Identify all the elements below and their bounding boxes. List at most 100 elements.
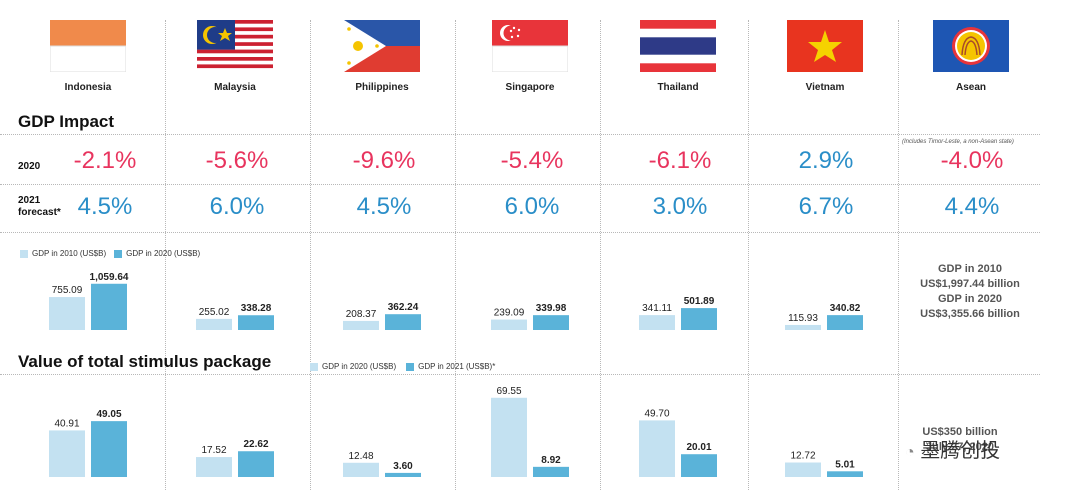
gdp-2021-value-asean: 4.4% (944, 193, 1000, 220)
stimulus-label-philippines-a: 12.48 (348, 451, 373, 462)
stimulus-label-indonesia-b: 49.05 (96, 409, 121, 420)
stimulus-bar-singapore-a (491, 397, 527, 477)
asean-flag (933, 20, 1009, 72)
asean-gdp-summary: GDP in 2010 US$1,997.44 billion GDP in 2… (900, 262, 1040, 322)
asean-gdp-2010-label: GDP in 2010 (938, 263, 1002, 275)
gdp-2021-value-vietnam: 6.7% (798, 193, 854, 220)
country-name-philippines: Philippines (355, 82, 409, 93)
country-name-indonesia: Indonesia (64, 82, 112, 93)
gdp-label-thailand-b: 501.89 (684, 296, 715, 307)
stimulus-chart-legend: GDP in 2020 (US$B) GDP in 2021 (US$B)* (310, 362, 495, 371)
gdp-2021-value-thailand: 3.0% (652, 193, 708, 220)
legend-label-gdp-2020: GDP in 2020 (US$B) (126, 249, 201, 258)
gdp-bar-thailand-a (639, 315, 675, 330)
gdp-label-vietnam-b: 340.82 (830, 303, 861, 314)
gdp-label-malaysia-b: 338.28 (241, 303, 272, 314)
gdp-label-malaysia-a: 255.02 (199, 307, 230, 318)
gdp-bar-malaysia-b (238, 315, 274, 330)
gdp-label-singapore-b: 339.98 (536, 303, 567, 314)
legend-swatch-dark (406, 362, 415, 371)
stimulus-label-thailand-b: 20.01 (686, 442, 711, 453)
column-divider (310, 20, 311, 490)
legend-label-stimulus-2020: GDP in 2020 (US$B) (322, 362, 397, 371)
row-divider (0, 232, 1040, 233)
asean-stimulus-value: US$350 billion (922, 426, 998, 438)
gdp-2020-value-thailand: -6.1% (648, 147, 712, 174)
asean-gdp-2020-value: US$3,355.66 billion (920, 308, 1020, 320)
asean-stimulus-date: July 27, 2020 (926, 441, 994, 453)
section-divider (0, 134, 1040, 135)
stimulus-label-vietnam-a: 12.72 (790, 451, 815, 462)
gdp-2020-value-singapore: -5.4% (500, 147, 564, 174)
gdp-bar-indonesia-a (49, 297, 85, 330)
asean-gdp-2010-value: US$1,997.44 billion (920, 278, 1020, 290)
watermark-text: 墨腾创投 (920, 440, 1001, 462)
wechat-icon: ◔ (905, 444, 915, 461)
gdp-bar-philippines-a (343, 320, 379, 330)
gdp-2021-value-philippines: 4.5% (356, 193, 412, 220)
column-divider (600, 20, 601, 490)
stimulus-label-vietnam-b: 5.01 (835, 459, 855, 470)
gdp-bar-thailand-b (681, 308, 717, 330)
gdp-bar-philippines-b (385, 314, 421, 330)
stimulus-label-singapore-a: 69.55 (496, 386, 521, 397)
column-divider (748, 20, 749, 490)
asean-gdp-2020-label: GDP in 2020 (938, 293, 1002, 305)
row-divider (0, 184, 1040, 185)
stimulus-bar-chart: 40.91 49.05 17.52 22.62 12.48 3.60 69.55 8.92 49… (49, 386, 863, 477)
stimulus-bar-philippines-a (343, 462, 379, 477)
stimulus-label-thailand-a: 49.70 (644, 408, 669, 419)
gdp-bar-singapore-a (491, 319, 527, 330)
gdp-label-thailand-a: 341.11 (642, 303, 672, 314)
column-divider (165, 20, 166, 490)
stimulus-bar-malaysia-a (196, 457, 232, 477)
gdp-2020-value-vietnam: 2.9% (798, 147, 854, 174)
legend-label-stimulus-2021: GDP in 2021 (US$B)* (418, 362, 496, 371)
gdp-bar-vietnam-b (827, 315, 863, 330)
gdp-2020-value-philippines: -9.6% (352, 147, 416, 174)
thailand-flag (640, 20, 716, 72)
row-label-2020: 2020 (18, 161, 41, 172)
section-divider (0, 374, 1040, 375)
gdp-2021-value-singapore: 6.0% (504, 193, 560, 220)
country-name-singapore: Singapore (505, 82, 555, 93)
gdp-2020-value-malaysia: -5.6% (205, 147, 269, 174)
gdp-label-indonesia-b: 1,059.64 (90, 272, 129, 283)
stimulus-label-philippines-b: 3.60 (393, 461, 413, 472)
singapore-flag (492, 20, 568, 72)
gdp-label-indonesia-a: 755.09 (52, 285, 83, 296)
vietnam-flag (787, 20, 863, 72)
stimulus-bar-singapore-b (533, 466, 569, 477)
stimulus-title: Value of total stimulus package (18, 352, 272, 371)
gdp-impact-title: GDP Impact (18, 112, 115, 131)
gdp-bar-vietnam-a (785, 324, 821, 330)
stimulus-bar-indonesia-b (91, 421, 127, 477)
country-name-vietnam: Vietnam (805, 82, 845, 93)
gdp-2020-value-asean: -4.0% (940, 147, 1004, 174)
gdp-label-singapore-a: 239.09 (494, 308, 525, 319)
stimulus-bar-vietnam-a (785, 462, 821, 477)
gdp-label-philippines-a: 208.37 (346, 309, 377, 320)
malaysia-flag (197, 20, 273, 72)
gdp-2020-value-indonesia: -2.1% (73, 147, 137, 174)
gdp-chart-legend: GDP in 2010 (US$B) GDP in 2020 (US$B) (20, 249, 200, 258)
column-divider (898, 20, 899, 490)
column-divider (455, 20, 456, 490)
gdp-bar-indonesia-b (91, 283, 127, 330)
stimulus-label-malaysia-a: 17.52 (201, 445, 226, 456)
legend-swatch-light (310, 362, 318, 371)
stimulus-bar-indonesia-a (49, 430, 85, 477)
asean-stimulus-summary: US$350 billion July 27, 2020 (890, 425, 1030, 455)
gdp-bar-malaysia-a (196, 318, 232, 330)
indonesia-flag (50, 20, 126, 72)
stimulus-label-malaysia-b: 22.62 (243, 439, 268, 450)
country-name-asean: Asean (955, 82, 986, 93)
stimulus-bar-malaysia-b (238, 451, 274, 477)
gdp-label-vietnam-a: 115.93 (788, 313, 818, 324)
gdp-label-philippines-b: 362.24 (388, 302, 419, 313)
legend-swatch-light (20, 249, 28, 258)
stimulus-bar-philippines-b (385, 472, 421, 477)
stimulus-label-singapore-b: 8.92 (541, 455, 561, 466)
gdp-2021-value-malaysia: 6.0% (209, 193, 265, 220)
legend-label-gdp-2010: GDP in 2010 (US$B) (32, 249, 107, 258)
